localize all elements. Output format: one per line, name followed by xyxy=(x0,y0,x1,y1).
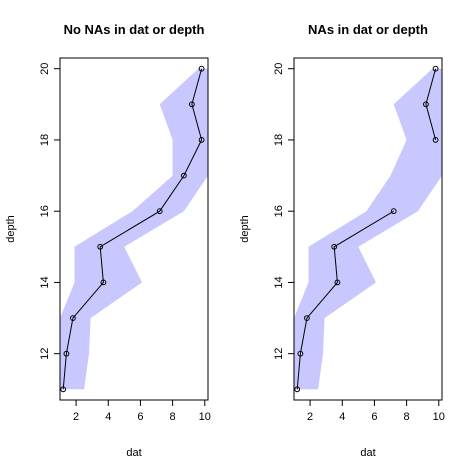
x-tick-label: 2 xyxy=(307,411,313,423)
y-tick-label: 14 xyxy=(273,276,285,288)
x-tick-label: 10 xyxy=(433,411,445,423)
data-point xyxy=(390,208,397,215)
data-point xyxy=(97,243,104,250)
x-tick-label: 4 xyxy=(339,411,345,423)
y-tick-label: 16 xyxy=(273,205,285,217)
data-point xyxy=(70,315,76,322)
y-tick-label: 20 xyxy=(273,63,285,75)
chart-title: No NAs in dat or depth xyxy=(64,22,205,37)
data-point xyxy=(156,208,163,215)
series-line xyxy=(62,68,203,390)
plot-frame xyxy=(293,57,443,401)
y-tick-label: 14 xyxy=(39,276,51,288)
data-point xyxy=(198,137,205,143)
x-axis-label: dat xyxy=(126,447,141,459)
y-axis-label: depth xyxy=(5,215,17,243)
data-point xyxy=(189,101,195,108)
data-point xyxy=(432,137,439,143)
x-tick-label: 10 xyxy=(199,411,211,423)
x-tick-label: 8 xyxy=(170,411,176,423)
y-axis-label: depth xyxy=(239,215,251,243)
data-point xyxy=(198,65,205,72)
chart-panel-right: 2 4 6 8 10 12 14 16 18 20 NAs in dat or depth dat de… xyxy=(239,22,445,459)
plot-frame xyxy=(59,57,209,401)
series-line xyxy=(425,68,437,141)
chart-panel-left: 2 4 6 8 10 12 14 16 18 20 No NAs in dat or depth da… xyxy=(5,22,211,459)
data-point xyxy=(304,315,310,322)
y-tick-label: 18 xyxy=(273,134,285,146)
x-tick-label: 6 xyxy=(137,411,143,423)
data-point xyxy=(423,101,429,108)
x-tick-label: 8 xyxy=(404,411,410,423)
data-point xyxy=(60,386,67,393)
x-axis-label: dat xyxy=(360,447,375,459)
y-tick-label: 20 xyxy=(39,63,51,75)
y-tick-label: 12 xyxy=(39,348,51,360)
y-tick-label: 12 xyxy=(273,348,285,360)
x-tick-label: 6 xyxy=(371,411,377,423)
data-point xyxy=(432,65,439,72)
data-point xyxy=(334,279,341,286)
data-point xyxy=(297,350,304,357)
data-point xyxy=(331,243,338,250)
data-point xyxy=(100,279,107,286)
confidence-band xyxy=(294,68,442,390)
x-tick-label: 2 xyxy=(73,411,79,423)
data-point xyxy=(294,386,301,393)
y-tick-label: 18 xyxy=(39,134,51,146)
data-point xyxy=(63,350,70,357)
data-point xyxy=(181,172,187,179)
chart-title: NAs in dat or depth xyxy=(308,22,428,37)
x-tick-label: 4 xyxy=(105,411,111,423)
confidence-band xyxy=(60,68,208,390)
y-tick-label: 16 xyxy=(39,205,51,217)
series-line xyxy=(296,210,394,390)
